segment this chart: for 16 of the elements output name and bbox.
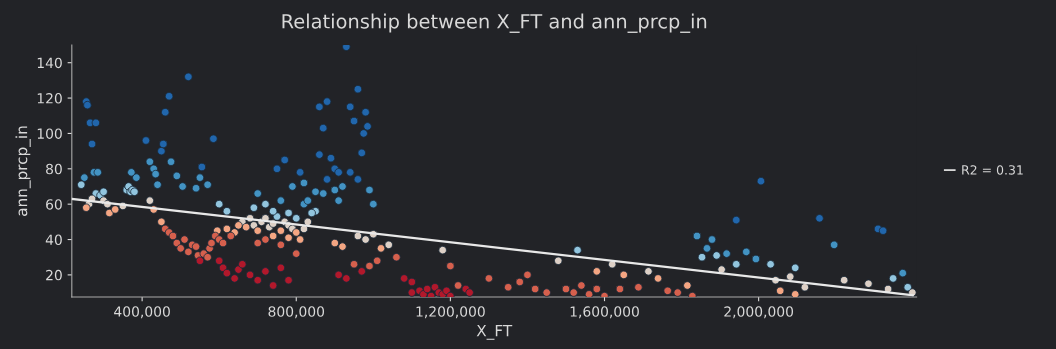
- x-tick-label: 1,600,000: [570, 306, 639, 319]
- chart-title: Relationship between X_FT and ann_prcp_in: [282, 13, 707, 33]
- x-tick-label: 400,000: [114, 306, 170, 319]
- x-tick-label: 800,000: [268, 306, 325, 319]
- legend-label: R2 = 0.31: [962, 165, 1023, 175]
- y-tick-label: 60: [46, 199, 62, 210]
- y-tick-label: 140: [37, 57, 62, 69]
- x-axis-title: X_FT: [476, 325, 513, 340]
- x-tick-label: 1,200,000: [416, 306, 485, 319]
- y-tick-label: 40: [45, 234, 62, 245]
- x-tick-label: 2,000,000: [724, 306, 794, 319]
- y-tick-label: 100: [37, 128, 62, 139]
- y-tick-label: 120: [37, 93, 62, 104]
- y-axis-title: ann_prcp_in: [15, 126, 31, 216]
- y-tick-label: 20: [46, 269, 62, 281]
- y-tick-label: 80: [46, 163, 62, 175]
